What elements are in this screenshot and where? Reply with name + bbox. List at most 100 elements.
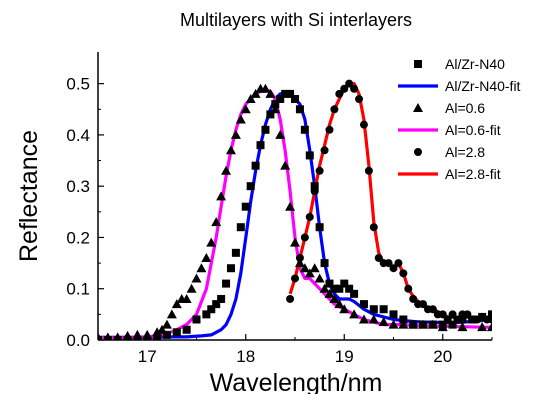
series-0-point-10 [192,315,201,324]
series-0-point-40 [345,284,354,293]
series-2-point-46 [358,314,369,324]
series-0-point-9 [182,325,191,334]
series-4-point-5 [310,187,319,196]
series-2-point-50 [398,319,409,329]
series-0-point-17 [231,248,240,257]
series-2-point-44 [339,304,350,314]
series-0-point-45 [389,310,398,319]
series-0-point-33 [310,182,319,191]
series-2-point-20 [221,165,232,175]
series-2-point-43 [334,299,345,309]
series-0-point-38 [335,284,344,293]
series-0-point-35 [320,259,329,268]
series-2-point-49 [388,319,399,329]
y-tick-label-5: 0.5 [66,75,90,94]
series-0-point-42 [359,300,368,309]
legend: Al/Zr-N40 Al/Zr-N40-fit Al=0.6 Al=0.6-fit Al… [398,56,521,182]
series-2-point-45 [349,309,360,319]
series-4-point-12 [345,79,354,88]
series-4-point-29 [428,305,437,314]
series-4-point-6 [315,166,324,175]
series-2-point-22 [230,129,241,139]
series-2-point-13 [186,283,197,293]
series-2-point-4 [132,329,143,339]
series-4-point-27 [419,300,428,309]
legend-label-3: Al=0.6-fit [445,122,501,138]
series-0-point-19 [241,202,250,211]
series-4-point-18 [374,253,383,262]
series-4-point-20 [384,259,393,268]
series-4-point-2 [295,253,304,262]
series-2-point-33 [285,201,296,211]
series-2-point-38 [309,263,320,273]
series-4-point-4 [305,212,314,221]
series-2-point-42 [329,293,340,303]
series-4-point-3 [300,233,309,242]
series-2-point-24 [240,104,251,114]
series-0-point-31 [300,125,309,134]
x-axis-label: Wavelength/nm [210,369,383,394]
series-2-point-40 [319,283,330,293]
series-2-point-30 [270,104,281,114]
y-tick-label-0: 0.0 [66,331,90,350]
series-0-point-29 [291,95,299,104]
series-2-point-1 [103,332,113,340]
series-2-point-36 [299,263,310,273]
x-tick-label-3: 20 [433,347,452,366]
x-tick-label-0: 17 [138,347,157,366]
legend-label-2: Al=0.6 [445,100,485,116]
series-0-point-34 [315,223,324,232]
series-2-point-47 [368,314,379,324]
series-4-point-41 [488,315,492,324]
series-2-point-21 [225,145,236,155]
legend-label-5: Al=2.8-fit [445,166,501,182]
series-2-point-57 [487,322,492,332]
series-0-point-14 [217,294,226,303]
series-0-point-25 [271,100,280,109]
series-4-point-14 [355,95,364,104]
legend-marker-0 [414,60,422,68]
series-0-point-6 [153,336,162,340]
series-2-point-25 [245,94,256,104]
series-line-3 [98,88,492,339]
x-tick-label-2: 19 [335,347,354,366]
series-2-point-31 [275,129,286,139]
series-2-point-6 [152,327,163,337]
series-0-point-11 [202,310,211,319]
series-4-point-25 [409,294,418,303]
series-2-point-8 [161,319,172,329]
series-2-point-37 [304,268,315,278]
series-0-point-44 [379,305,388,314]
series-4-point-31 [438,310,447,319]
series-2-point-23 [235,114,246,124]
series-2-point-35 [294,258,305,268]
series-0-point-13 [212,300,221,309]
series-0-point-24 [266,110,275,119]
series-0-point-52 [458,315,467,324]
series-4-point-11 [340,84,349,93]
series-2-point-39 [314,273,325,283]
series-4-point-32 [443,315,452,324]
series-2-point-32 [280,160,291,170]
series-2-point-10 [171,299,182,309]
series-0-point-37 [330,284,339,293]
series-2-point-0 [98,332,103,340]
series-0-point-7 [162,330,171,339]
series-2-point-7 [157,324,168,334]
series-0-point-8 [172,328,181,337]
series-0-point-18 [236,223,245,232]
series-group [98,79,492,340]
series-4-point-7 [320,146,329,155]
series-4-point-17 [369,223,378,232]
series-0-point-15 [222,279,231,288]
series-0-point-21 [251,161,260,170]
y-tick-label-2: 0.2 [66,228,90,247]
series-2-point-14 [191,273,202,283]
series-2-point-19 [216,191,227,201]
series-4-point-22 [394,259,403,268]
series-4-point-0 [286,294,295,303]
series-0-point-55 [488,310,492,319]
series-2-point-18 [211,217,222,227]
series-4-point-33 [448,310,457,319]
series-2-point-53 [427,319,438,329]
